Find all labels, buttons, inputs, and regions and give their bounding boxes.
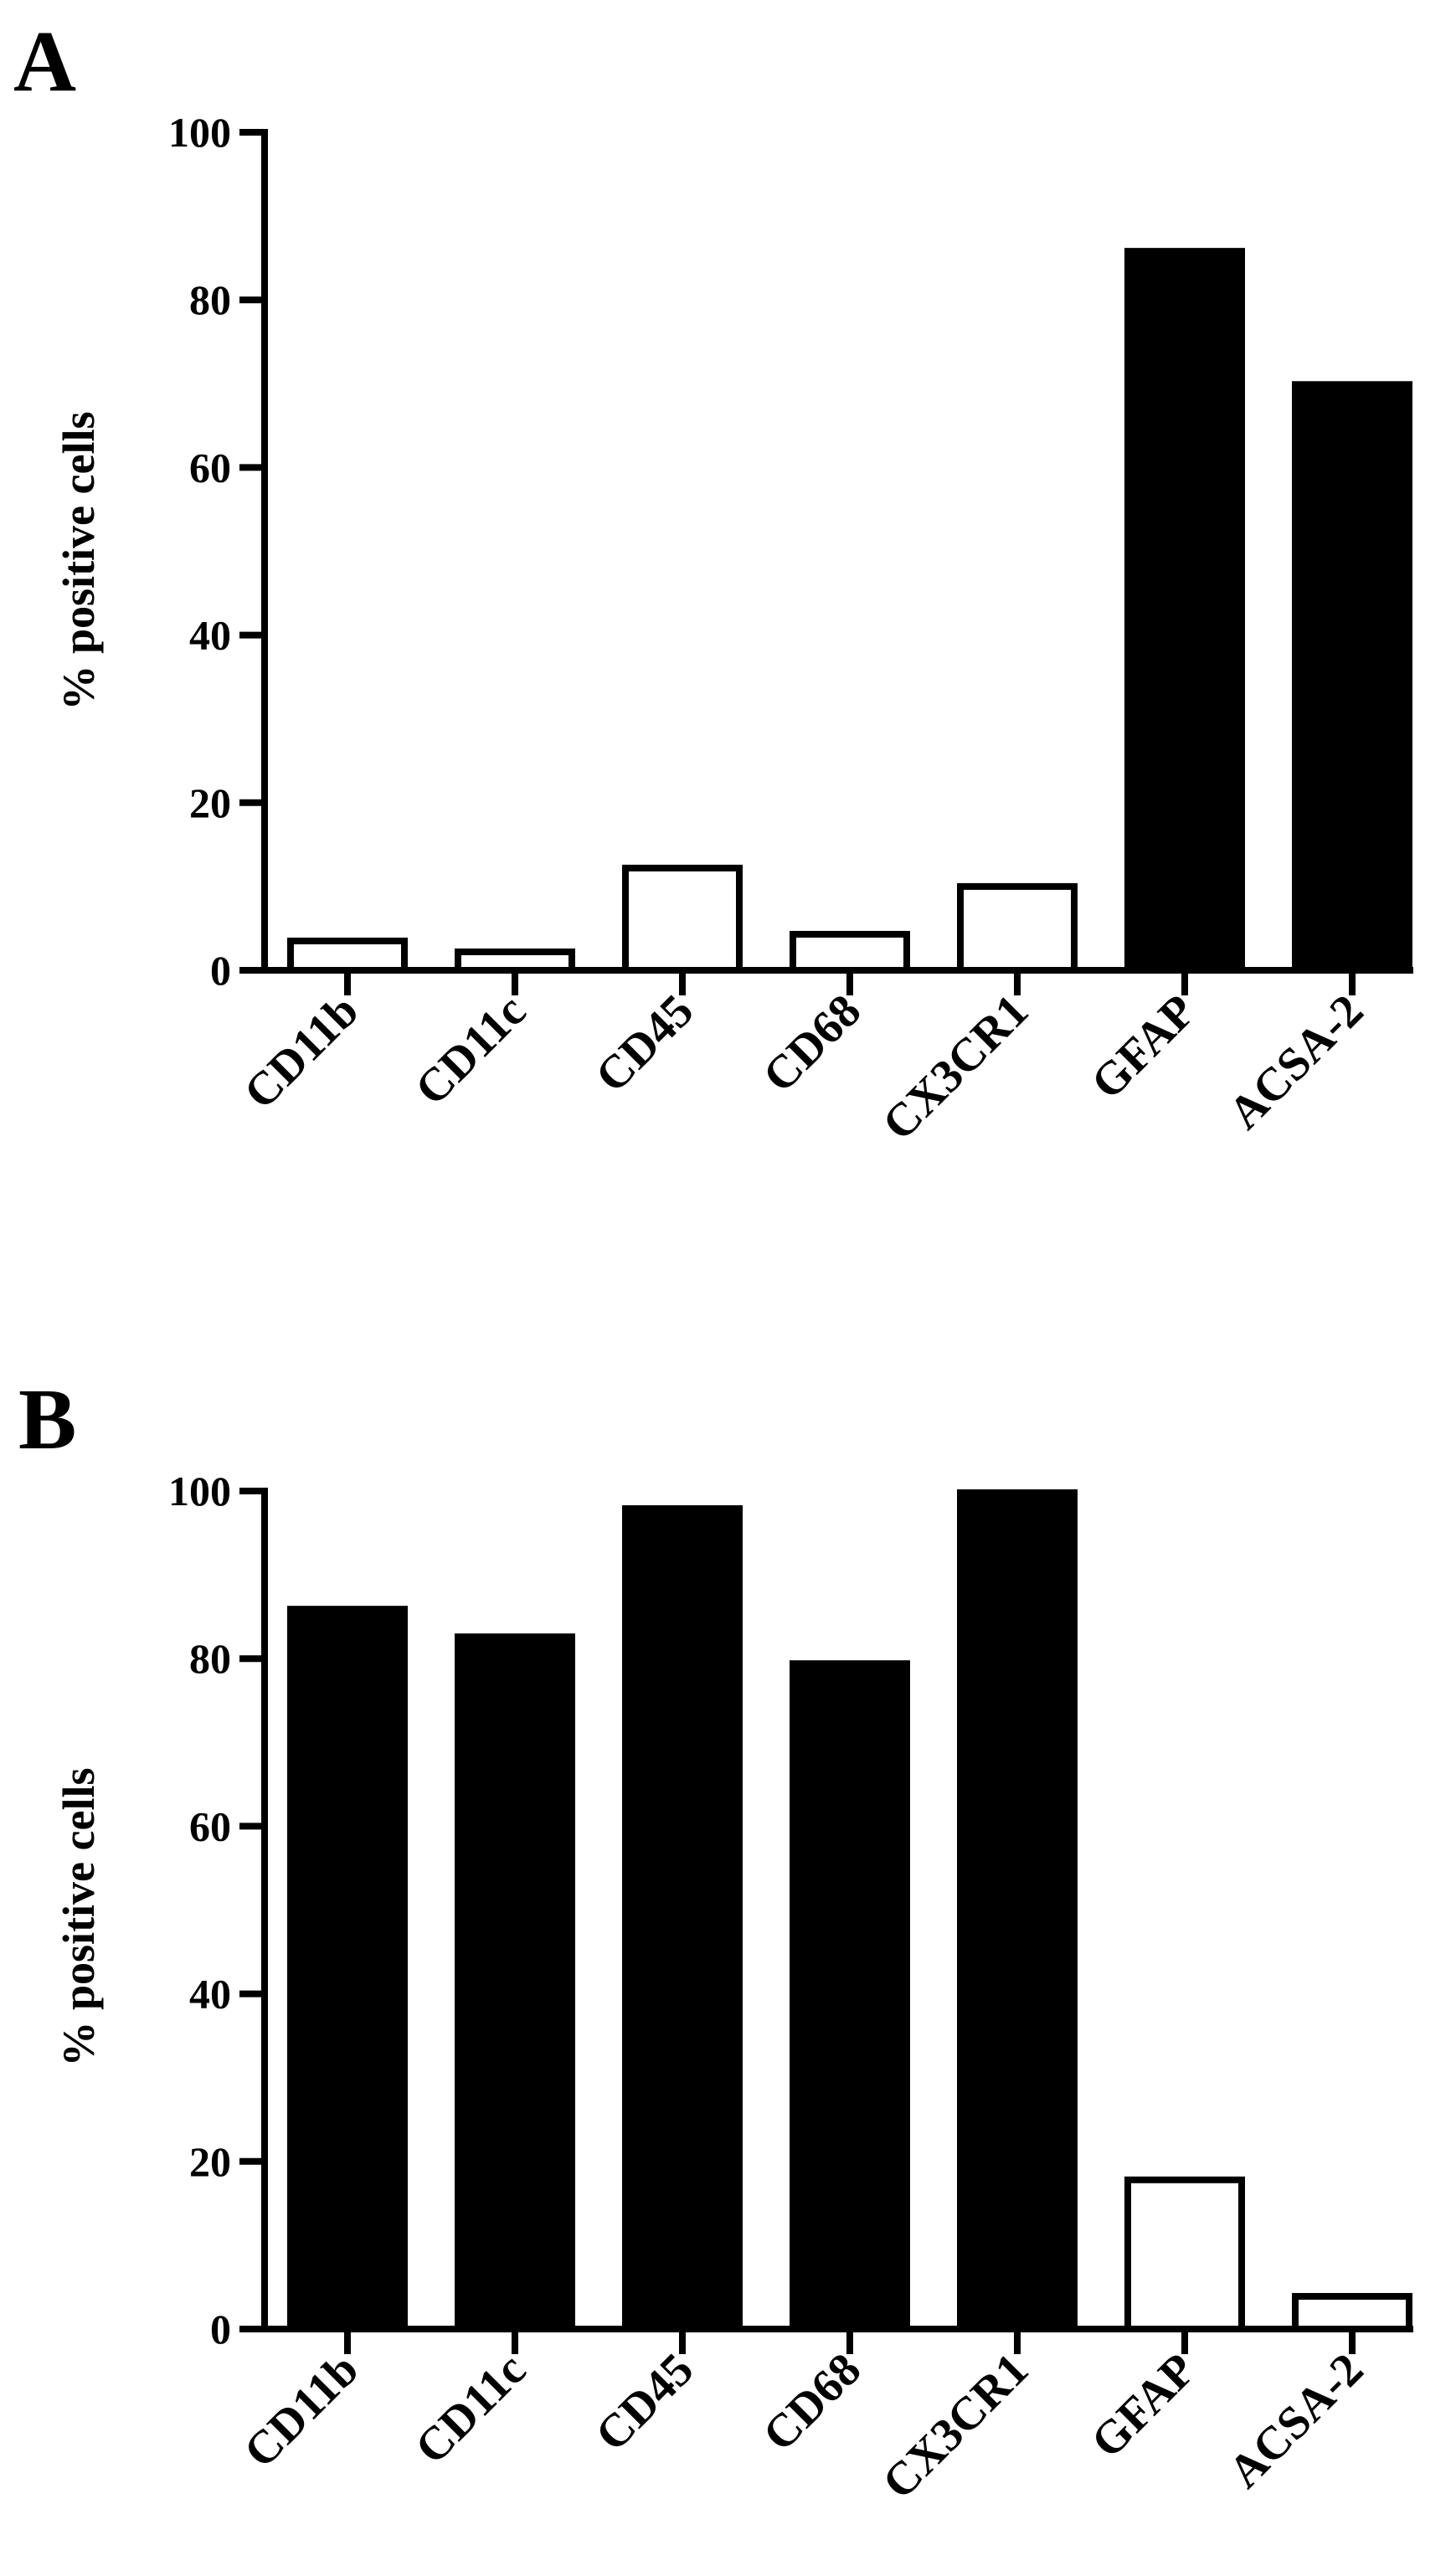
x-tick-label-acsa-2: ACSA-2 (1219, 2343, 1374, 2498)
y-tick-label: 100 (168, 1468, 231, 1514)
bar-gfap (1124, 248, 1245, 974)
y-tick-label: 0 (210, 947, 231, 994)
y-tick-label: 20 (189, 779, 231, 826)
x-tick-label-cd45: CD45 (586, 2343, 704, 2461)
x-tick-label-cd11b: CD11b (234, 2343, 368, 2477)
x-tick-label-acsa-2: ACSA-2 (1219, 985, 1374, 1139)
panel-label: B (18, 1371, 76, 1468)
y-tick-label: 40 (189, 1971, 231, 2018)
panel-label: A (13, 13, 76, 110)
bar-cd68 (790, 930, 910, 974)
x-tick-label-gfap: GFAP (1082, 2343, 1206, 2468)
x-tick-label-cx3cr1: CX3CR1 (872, 2343, 1038, 2509)
bar-cd11b (287, 937, 408, 974)
x-tick-label-cd68: CD68 (754, 2343, 872, 2461)
bar-cx3cr1 (957, 1489, 1078, 2332)
bar-cd11b (287, 1606, 408, 2332)
y-tick-label: 20 (189, 2138, 231, 2185)
x-tick-label-gfap: GFAP (1082, 985, 1206, 1109)
bar-cx3cr1 (957, 882, 1078, 974)
y-tick-label: 80 (189, 1635, 231, 1682)
bar-acsa-2 (1292, 2292, 1412, 2332)
y-tick-label: 40 (189, 612, 231, 659)
y-tick-label: 100 (168, 109, 231, 156)
bar-cd45 (622, 1505, 743, 2332)
x-tick-label-cd11c: CD11c (405, 985, 536, 1115)
x-tick-label-cx3cr1: CX3CR1 (872, 985, 1038, 1150)
y-tick-label: 0 (210, 2306, 231, 2352)
y-tick-label: 80 (189, 276, 231, 323)
panel-b-chart: B 0 20 40 60 80 100 CD11b CD11c CD45 CD68 CX3CR1 GFA… (18, 1371, 1413, 2509)
bar-cd68 (790, 1660, 910, 2333)
x-tick-label-cd11c: CD11c (405, 2343, 536, 2474)
x-tick-label-cd45: CD45 (586, 985, 704, 1103)
y-tick-label: 60 (189, 1802, 231, 1849)
bar-cd45 (622, 864, 743, 974)
panel-a-chart: A 0 20 40 60 80 100 CD11b CD11c CD45 CD68 CX3CR1 GFA… (13, 13, 1413, 1150)
bar-cd11c (455, 1633, 575, 2332)
y-axis-title: % positive cells (54, 1768, 104, 2067)
x-tick-label-cd68: CD68 (754, 985, 872, 1103)
x-tick-label-cd11b: CD11b (234, 985, 368, 1118)
bar-acsa-2 (1292, 381, 1412, 974)
y-axis-title: % positive cells (54, 412, 104, 711)
bar-gfap (1124, 2176, 1245, 2333)
y-tick-label: 60 (189, 444, 231, 491)
